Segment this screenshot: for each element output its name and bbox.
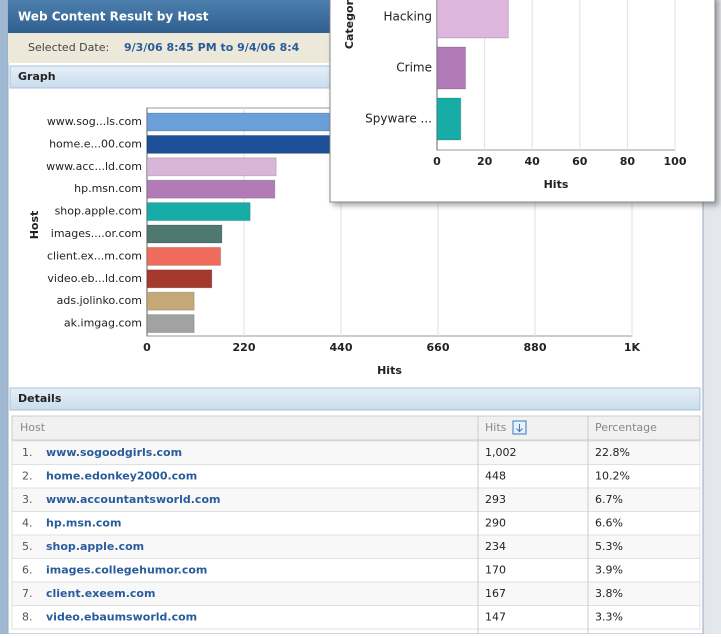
x-tick-label: 100 <box>664 155 687 168</box>
row-number: 1. <box>22 446 33 459</box>
bar[interactable] <box>146 224 223 244</box>
x-tick-label: 660 <box>427 341 450 354</box>
row-number: 5. <box>22 540 33 553</box>
details-table: Host Hits Percentage 1. www.sogoodgirls.c… <box>11 415 701 634</box>
hits-cell: 147 <box>485 611 506 624</box>
host-link[interactable]: hp.msn.com <box>46 517 121 530</box>
y-axis-label: Host <box>28 211 41 240</box>
window-title: Web Content Result by Host <box>18 10 209 24</box>
category-label: client.ex...m.com <box>47 249 142 262</box>
category-label: www.acc...ld.com <box>46 160 142 173</box>
details-title: Details <box>18 392 62 405</box>
x-tick-label: 40 <box>525 155 541 168</box>
bar[interactable] <box>146 269 213 289</box>
category-label: shop.apple.com <box>55 205 142 218</box>
host-link[interactable]: home.edonkey2000.com <box>46 470 197 483</box>
category-label: www.sog...ls.com <box>47 115 142 128</box>
bar[interactable] <box>146 134 346 154</box>
hits-cell: 448 <box>485 470 506 483</box>
popup-chart: 0 20 40 60 80 100 Hacking Crime Spyware ... Hits C… <box>343 0 687 191</box>
date-label: Selected Date: <box>28 41 109 54</box>
column-header[interactable]: Hits <box>485 421 507 434</box>
percentage-cell: 3.3% <box>595 611 623 624</box>
host-link[interactable]: client.exeem.com <box>46 587 155 600</box>
details-header <box>9 387 701 411</box>
percentage-cell: 3.8% <box>595 587 623 600</box>
bar[interactable] <box>146 246 222 266</box>
x-tick-label: 220 <box>233 341 256 354</box>
bar[interactable] <box>146 157 277 177</box>
bar[interactable] <box>436 97 462 141</box>
column-header[interactable]: Host <box>20 421 46 434</box>
table-row <box>11 605 701 630</box>
row-number: 2. <box>22 470 33 483</box>
x-axis-label: Hits <box>544 178 569 191</box>
row-number: 3. <box>22 493 33 506</box>
bar[interactable] <box>146 291 195 311</box>
category-label: Spyware ... <box>365 112 432 126</box>
row-number: 8. <box>22 611 33 624</box>
x-tick-label: 0 <box>143 341 151 354</box>
host-link[interactable]: shop.apple.com <box>46 540 144 553</box>
category-label: Crime <box>396 61 432 75</box>
x-axis-label: Hits <box>377 364 402 377</box>
host-link[interactable]: www.sogoodgirls.com <box>46 446 182 459</box>
x-tick-label: 440 <box>330 341 353 354</box>
column-header[interactable]: Percentage <box>595 421 657 434</box>
category-label: video.eb...ld.com <box>47 272 142 285</box>
x-tick-label: 20 <box>477 155 493 168</box>
hits-cell: 167 <box>485 587 506 600</box>
x-tick-label: 880 <box>524 341 547 354</box>
hits-cell: 290 <box>485 517 506 530</box>
sort-arrow <box>516 424 523 433</box>
hits-cell: 1,002 <box>485 446 517 459</box>
row-number: 6. <box>22 564 33 577</box>
category-label: Hacking <box>384 10 432 24</box>
percentage-cell: 10.2% <box>595 470 630 483</box>
bar[interactable] <box>436 0 509 39</box>
row-number: 4. <box>22 517 33 530</box>
table-header <box>11 415 701 441</box>
y-axis-label: Categor <box>343 0 356 49</box>
category-label: ads.jolinko.com <box>57 294 142 307</box>
x-tick-label: 0 <box>433 155 441 168</box>
x-tick-label: 80 <box>620 155 636 168</box>
category-label: ak.imgag.com <box>64 317 142 330</box>
percentage-cell: 6.7% <box>595 493 623 506</box>
bar[interactable] <box>146 202 251 222</box>
host-link[interactable]: images.collegehumor.com <box>46 564 207 577</box>
bar[interactable] <box>146 314 195 334</box>
x-tick-label: 1K <box>624 341 641 354</box>
category-label: hp.msn.com <box>74 182 142 195</box>
bar[interactable] <box>436 46 467 90</box>
percentage-cell: 5.3% <box>595 540 623 553</box>
x-tick-label: 60 <box>572 155 588 168</box>
bar[interactable] <box>146 179 276 199</box>
hits-cell: 293 <box>485 493 506 506</box>
category-label: home.e...00.com <box>49 137 142 150</box>
percentage-cell: 22.8% <box>595 446 630 459</box>
hits-cell: 170 <box>485 564 506 577</box>
percentage-cell: 3.9% <box>595 564 623 577</box>
graph-title: Graph <box>18 70 56 83</box>
hits-cell: 234 <box>485 540 506 553</box>
row-number: 7. <box>22 587 33 600</box>
percentage-cell: 6.6% <box>595 517 623 530</box>
host-link[interactable]: www.accountantsworld.com <box>46 493 220 506</box>
category-label: images....or.com <box>51 227 142 240</box>
date-value[interactable]: 9/3/06 8:45 PM to 9/4/06 8:4 <box>124 41 300 54</box>
host-link[interactable]: video.ebaumsworld.com <box>46 611 197 624</box>
